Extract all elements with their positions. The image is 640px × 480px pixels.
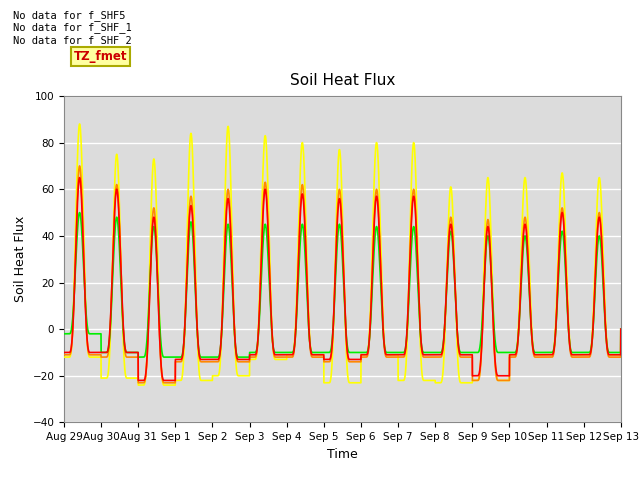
Text: TZ_fmet: TZ_fmet — [74, 50, 127, 63]
Y-axis label: Soil Heat Flux: Soil Heat Flux — [14, 216, 27, 302]
Text: No data for f_SHF5
No data for f_SHF_1
No data for f_SHF_2: No data for f_SHF5 No data for f_SHF_1 N… — [13, 10, 132, 46]
X-axis label: Time: Time — [327, 448, 358, 461]
Title: Soil Heat Flux: Soil Heat Flux — [290, 73, 395, 88]
